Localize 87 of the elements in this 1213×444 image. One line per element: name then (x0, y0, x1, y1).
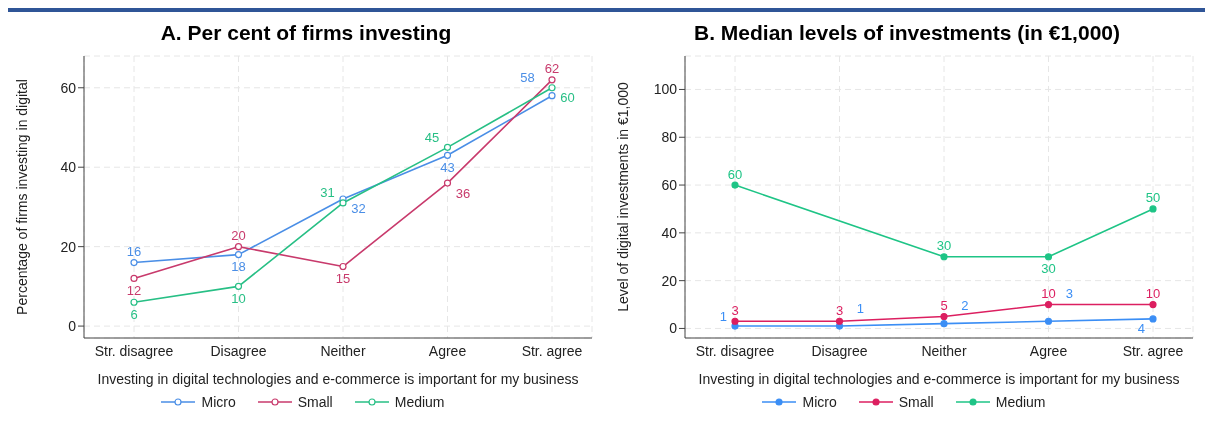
point (1044, 253, 1053, 261)
data-label: 10 (1041, 286, 1056, 302)
y-tick-label: 20 (661, 272, 678, 289)
data-label: 18 (231, 259, 246, 275)
y-tick-label: 40 (60, 159, 77, 176)
data-label: 10 (1145, 286, 1161, 302)
data-label: 15 (335, 271, 351, 287)
data-label: 16 (126, 244, 142, 260)
data-label: 32 (351, 201, 366, 217)
legend-label: Medium (994, 394, 1046, 410)
point (130, 298, 138, 306)
data-label: 1 (856, 300, 864, 316)
point (234, 250, 243, 259)
x-tick-label: Str. agree (521, 342, 583, 359)
chart-title: B. Median levels of investments (in €1,000) (693, 20, 1121, 46)
point (940, 312, 948, 321)
point (234, 243, 243, 251)
data-label: 20 (231, 228, 246, 244)
point (130, 258, 138, 267)
y-axis-title: Level of digital investments in €1,000 (614, 82, 631, 312)
point (1044, 317, 1053, 325)
point (130, 274, 138, 283)
legend-label: Micro (801, 394, 837, 410)
y-tick-label: 100 (653, 81, 678, 98)
x-tick-label: Str. agree (1122, 342, 1184, 359)
point (548, 92, 556, 100)
x-tick-label: Agree (1029, 342, 1068, 359)
data-label: 31 (320, 185, 335, 201)
data-label: 3 (731, 302, 739, 318)
point (1149, 315, 1157, 323)
y-tick-label: 0 (669, 320, 678, 337)
data-label: 6 (130, 306, 138, 322)
x-axis-title: Investing in digital technologies and e-commerce is important for my business (97, 371, 579, 387)
y-tick-label: 60 (60, 79, 77, 96)
point (548, 76, 556, 84)
point (339, 199, 347, 207)
y-tick-label: 0 (68, 318, 77, 335)
data-label: 30 (936, 238, 952, 254)
point (731, 317, 739, 325)
x-tick-label: Str. disagree (94, 342, 174, 359)
x-axis-title: Investing in digital technologies and e-commerce is important for my business (698, 371, 1180, 387)
data-label: 36 (455, 185, 471, 201)
point (339, 262, 347, 271)
x-tick-label: Disagree (210, 342, 267, 359)
point (548, 84, 556, 92)
data-label: 58 (520, 70, 535, 86)
point (940, 320, 948, 328)
x-tick-label: Neither (921, 342, 967, 359)
data-label: 45 (424, 129, 440, 145)
x-tick-label: Neither (320, 342, 366, 359)
point (1044, 300, 1053, 309)
y-tick-label: 20 (60, 238, 77, 255)
y-tick-label: 60 (661, 177, 678, 194)
data-label: 3 (1065, 285, 1073, 301)
point (835, 317, 844, 325)
legend-label: Small (897, 394, 934, 410)
point (443, 151, 452, 159)
data-label: 10 (231, 290, 246, 306)
data-label: 5 (940, 297, 948, 313)
point (443, 179, 452, 187)
point (1149, 205, 1157, 213)
data-label: 3 (835, 302, 844, 318)
data-label: 12 (126, 282, 142, 298)
point (940, 253, 948, 261)
data-label: 50 (1145, 190, 1161, 206)
x-tick-label: Agree (428, 342, 467, 359)
point (731, 181, 739, 189)
data-label: 30 (1041, 261, 1056, 277)
y-tick-label: 80 (661, 129, 678, 146)
point (234, 282, 243, 290)
legend-label: Small (296, 394, 333, 410)
point (1149, 300, 1157, 309)
y-axis-title: Percentage of firms investing in digital (13, 79, 30, 315)
data-label: 1 (719, 308, 727, 324)
x-tick-label: Str. disagree (695, 342, 775, 359)
point (443, 143, 452, 151)
legend-label: Micro (200, 394, 236, 410)
x-tick-label: Disagree (811, 342, 868, 359)
y-tick-label: 40 (661, 224, 678, 241)
data-label: 43 (440, 159, 455, 175)
data-label: 60 (560, 90, 575, 106)
data-label: 2 (961, 298, 969, 314)
data-label: 62 (544, 61, 560, 77)
data-label: 60 (727, 166, 743, 182)
data-label: 4 (1137, 321, 1145, 337)
chart-title: A. Per cent of firms investing (159, 20, 453, 46)
legend-label: Medium (393, 394, 445, 410)
